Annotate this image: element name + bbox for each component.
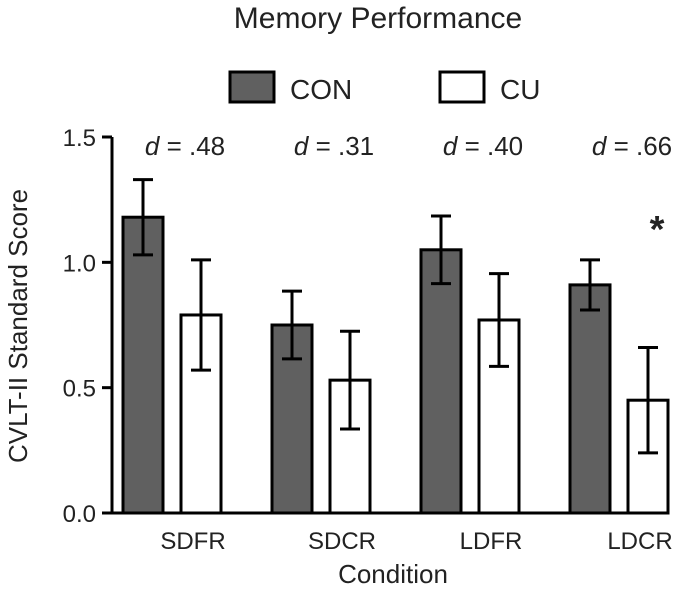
bars xyxy=(121,178,670,515)
x-tick-label: LDCR xyxy=(607,528,672,555)
bar-con-sdfr xyxy=(121,215,165,515)
bar-con-ldcr xyxy=(568,283,612,515)
significance-marker: * xyxy=(650,209,665,251)
effect-size-label: d = .48 xyxy=(145,131,225,161)
annotations: d = .48 d = .31 d = .40 d = .66 * xyxy=(145,131,672,251)
y-tick-label: 1.0 xyxy=(63,250,96,277)
y-axis-label: CVLT-II Standard Score xyxy=(3,189,33,463)
legend-label-cu: CU xyxy=(500,74,540,105)
legend-swatch-con xyxy=(228,70,276,104)
legend-swatch-cu xyxy=(438,70,486,104)
y-tick-label: 1.5 xyxy=(63,125,96,152)
chart-title: Memory Performance xyxy=(234,2,522,35)
x-axis: SDFR SDCR LDFR LDCR xyxy=(160,528,672,555)
x-axis-label: Condition xyxy=(338,559,448,589)
effect-size-label: d = .40 xyxy=(443,131,523,161)
effect-size-label: d = .66 xyxy=(592,131,672,161)
effect-size-label: d = .31 xyxy=(294,131,374,161)
x-tick-label: SDCR xyxy=(308,528,376,555)
legend: CON CU xyxy=(228,70,540,105)
bar-con-ldfr xyxy=(419,248,463,515)
x-tick-label: SDFR xyxy=(160,528,225,555)
y-axis: 0.0 0.5 1.0 1.5 xyxy=(63,125,112,528)
x-tick-label: LDFR xyxy=(460,528,523,555)
y-tick-label: 0.5 xyxy=(63,376,96,403)
y-tick-label: 0.0 xyxy=(63,501,96,528)
legend-label-con: CON xyxy=(290,74,352,105)
